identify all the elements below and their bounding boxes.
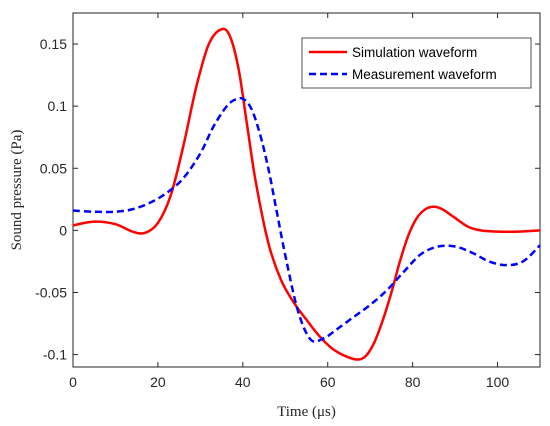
x-tick-label: 20	[150, 374, 166, 390]
series-line-measurement	[72, 96, 541, 343]
y-axis-label: Sound pressure (Pa)	[9, 130, 25, 251]
y-tick-label: -0.05	[35, 284, 67, 300]
legend: Simulation waveform Measurement waveform	[301, 37, 532, 89]
series-layer	[72, 27, 541, 361]
x-tick-label: 100	[486, 374, 510, 390]
y-tick-label: 0.1	[48, 98, 68, 114]
legend-box	[301, 37, 532, 89]
x-axis-label: Time (μs)	[277, 404, 336, 420]
y-tick-label: 0	[59, 222, 67, 238]
y-tick-label: 0.15	[40, 36, 67, 52]
x-tick-label: 0	[69, 374, 77, 390]
legend-label-measurement: Measurement waveform	[352, 67, 497, 82]
x-tick-label: 60	[320, 374, 336, 390]
axis-ticks: 0 20 40 60 80 100 -0.1 -0.05 0 0.05 0.1 0.15	[35, 13, 540, 390]
y-tick-label: 0.05	[40, 160, 67, 176]
y-tick-label: -0.1	[43, 347, 67, 363]
x-tick-label: 80	[405, 374, 421, 390]
x-tick-label: 40	[235, 374, 251, 390]
series-line-simulation	[72, 27, 541, 361]
legend-label-simulation: Simulation waveform	[352, 45, 477, 60]
